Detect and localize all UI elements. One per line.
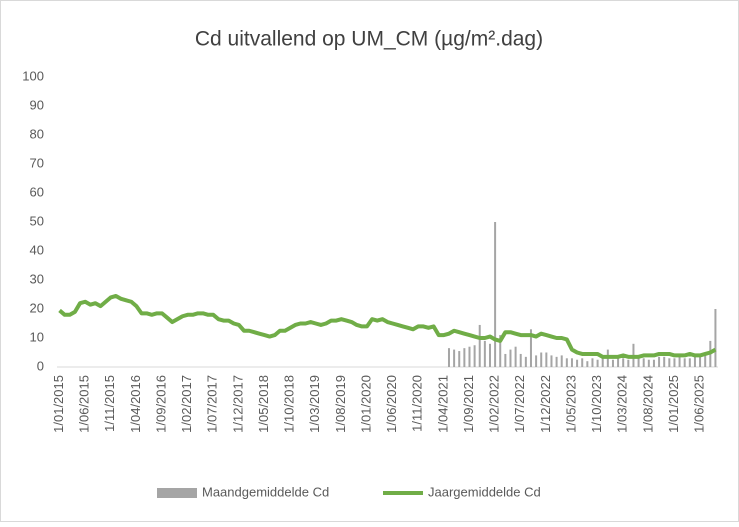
x-tick-label: 1/05/2018 [256, 375, 271, 433]
bar [535, 355, 538, 367]
x-tick-label: 1/06/2015 [77, 375, 92, 433]
y-tick-label: 10 [30, 329, 44, 344]
x-tick-label: 1/10/2023 [589, 375, 604, 433]
x-tick-label: 1/01/2020 [358, 375, 373, 433]
bar [504, 353, 507, 367]
x-tick-label: 1/05/2023 [563, 375, 578, 433]
x-tick-label: 1/09/2021 [461, 375, 476, 433]
bar [637, 358, 640, 367]
bar [565, 358, 568, 367]
bar [529, 329, 532, 367]
x-tick-label: 1/11/2015 [102, 375, 117, 432]
bar [663, 356, 666, 367]
line [58, 293, 717, 359]
x-tick-label: 1/06/2025 [692, 375, 707, 433]
y-tick-label: 0 [37, 358, 44, 373]
bar [704, 355, 707, 367]
bar [652, 359, 655, 367]
legend-label: Jaargemiddelde Cd [428, 484, 541, 499]
bar [576, 359, 579, 367]
bar [627, 359, 630, 367]
bar [453, 349, 456, 367]
x-tick-label: 1/04/2016 [128, 375, 143, 433]
bar [601, 358, 604, 367]
y-tick-label: 40 [30, 242, 44, 257]
y-tick-label: 60 [30, 184, 44, 199]
y-tick-label: 20 [30, 300, 44, 315]
bar [494, 222, 497, 367]
x-tick-label: 1/08/2024 [640, 375, 655, 433]
bar [447, 348, 450, 367]
bar [468, 346, 471, 367]
x-tick-label: 1/01/2015 [51, 375, 66, 433]
bar [714, 309, 717, 367]
x-tick-label: 1/02/2017 [179, 375, 194, 433]
x-tick-label: 1/12/2017 [230, 375, 245, 433]
bar [586, 361, 589, 367]
bar [560, 355, 563, 367]
bar [458, 351, 461, 367]
bar [550, 355, 553, 367]
bar [483, 340, 486, 367]
bar [699, 356, 702, 367]
legend-swatch [157, 488, 197, 498]
x-tick-label: 1/09/2016 [153, 375, 168, 433]
y-tick-label: 30 [30, 271, 44, 286]
x-tick-label: 1/01/2025 [666, 375, 681, 433]
x-tick-label: 1/12/2022 [538, 375, 553, 433]
x-tick-label: 1/03/2024 [615, 375, 630, 433]
x-tick-label: 1/07/2022 [512, 375, 527, 433]
bar [668, 358, 671, 367]
bar [683, 358, 686, 367]
y-tick-label: 90 [30, 97, 44, 112]
bar [617, 358, 620, 367]
x-tick-label: 1/03/2019 [307, 375, 322, 433]
x-tick-label: 1/11/2020 [410, 375, 425, 432]
bar [622, 358, 625, 367]
y-tick-label: 100 [22, 68, 44, 83]
bar [463, 348, 466, 367]
bar [611, 359, 614, 367]
bar [647, 359, 650, 367]
bar [596, 359, 599, 367]
y-tick-label: 50 [30, 213, 44, 228]
x-tick-label: 1/04/2021 [435, 375, 450, 433]
bar [540, 352, 543, 367]
bar [642, 358, 645, 367]
bar [693, 356, 696, 367]
bar [488, 343, 491, 367]
bar [688, 358, 691, 367]
bar [570, 358, 573, 367]
bar [658, 356, 661, 367]
bar [524, 356, 527, 367]
bar [555, 356, 558, 367]
bar [478, 324, 481, 367]
bar [473, 345, 476, 367]
x-tick-label: 1/02/2022 [487, 375, 502, 433]
x-tick-label: 1/07/2017 [205, 375, 220, 433]
y-tick-label: 80 [30, 126, 44, 141]
x-tick-label: 1/08/2019 [333, 375, 348, 433]
bar [545, 352, 548, 367]
x-tick-label: 1/10/2018 [282, 375, 297, 433]
bar [591, 358, 594, 367]
bar [499, 335, 502, 367]
bar [514, 346, 517, 367]
bar [509, 349, 512, 367]
chart-title: Cd uitvallend op UM_CM (µg/m².dag) [195, 28, 543, 51]
bar [519, 353, 522, 367]
bar [581, 358, 584, 367]
y-tick-label: 70 [30, 155, 44, 170]
legend-label: Maandgemiddelde Cd [202, 484, 329, 499]
x-tick-label: 1/06/2020 [384, 375, 399, 433]
bar [678, 355, 681, 367]
bar [673, 358, 676, 367]
